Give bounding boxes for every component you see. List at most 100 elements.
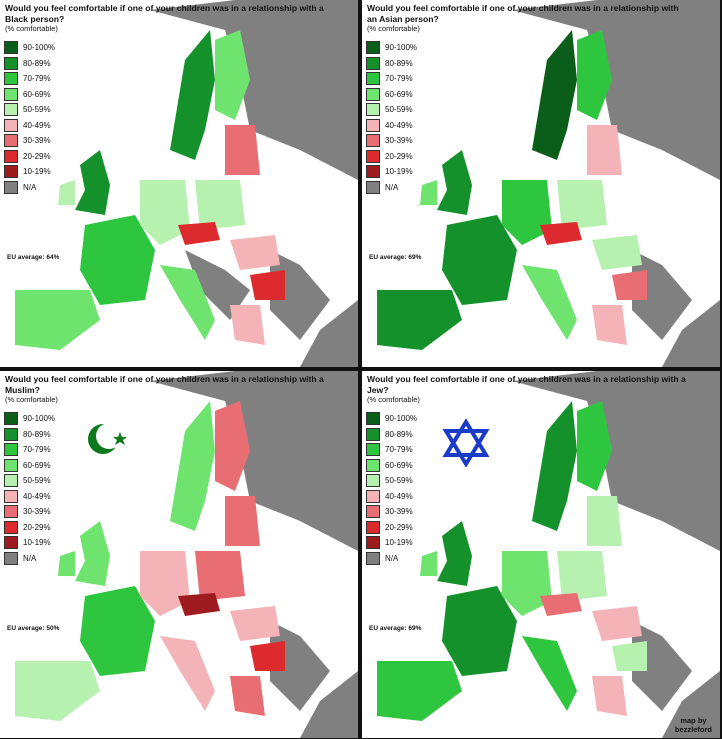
legend: 90-100% 80-89% 70-79% 60-69% 50-59% 40-49% 30-… bbox=[366, 411, 417, 566]
legend-item: 10-19% bbox=[4, 535, 55, 551]
legend-label: 40-49% bbox=[385, 120, 413, 130]
legend-swatch bbox=[4, 87, 18, 101]
legend-swatch bbox=[366, 165, 380, 179]
legend-label: 50-59% bbox=[385, 476, 413, 486]
legend-item: N/A bbox=[4, 551, 55, 567]
legend-item: 90-100% bbox=[366, 40, 417, 56]
legend-swatch bbox=[366, 103, 380, 117]
legend-swatch bbox=[366, 134, 380, 148]
eu-countries bbox=[15, 401, 285, 721]
legend-swatch bbox=[366, 489, 380, 503]
legend-label: 90-100% bbox=[23, 414, 56, 424]
country-sweden bbox=[170, 401, 215, 531]
legend-item: 10-19% bbox=[4, 164, 55, 180]
eu-average: EU average: 64% bbox=[7, 254, 60, 261]
country-bulgaria bbox=[612, 270, 647, 300]
legend-swatch bbox=[366, 520, 380, 534]
legend-swatch bbox=[366, 427, 380, 441]
country-sweden bbox=[532, 401, 577, 531]
legend-label: 70-79% bbox=[385, 74, 413, 84]
legend-item: 90-100% bbox=[366, 411, 417, 427]
legend: 90-100% 80-89% 70-79% 60-69% 50-59% 40-49% 30-… bbox=[4, 411, 55, 566]
legend-item: 20-29% bbox=[366, 149, 417, 165]
country-germany bbox=[502, 180, 552, 245]
country-spain bbox=[377, 661, 462, 721]
country-france bbox=[442, 215, 517, 305]
legend-swatch bbox=[4, 427, 18, 441]
legend-item: 30-39% bbox=[366, 504, 417, 520]
legend-item: 40-49% bbox=[366, 118, 417, 134]
legend-item: 60-69% bbox=[366, 458, 417, 474]
legend-swatch bbox=[4, 41, 18, 55]
country-italy bbox=[160, 265, 215, 340]
legend-item: N/A bbox=[4, 180, 55, 196]
country-baltics bbox=[225, 125, 260, 175]
country-germany bbox=[140, 180, 190, 245]
map-black bbox=[15, 0, 358, 367]
map-credit: map by bezzleford bbox=[675, 716, 712, 734]
country-poland bbox=[195, 551, 245, 601]
country-poland bbox=[195, 180, 245, 230]
legend-label: 20-29% bbox=[23, 522, 51, 532]
legend-swatch bbox=[4, 551, 18, 565]
legend-item: 20-29% bbox=[366, 520, 417, 536]
legend-label: 60-69% bbox=[23, 89, 51, 99]
legend-swatch bbox=[4, 180, 18, 194]
country-germany bbox=[502, 551, 552, 616]
panel-subtitle: (% comfortable) bbox=[367, 395, 420, 404]
legend-item: 30-39% bbox=[4, 133, 55, 149]
legend-item: N/A bbox=[366, 180, 417, 196]
legend-label: 30-39% bbox=[23, 136, 51, 146]
legend-item: 80-89% bbox=[366, 427, 417, 443]
country-greece bbox=[230, 676, 265, 716]
legend-label: 30-39% bbox=[385, 136, 413, 146]
country-uk bbox=[437, 150, 472, 215]
legend-label: 60-69% bbox=[23, 460, 51, 470]
credit-line2: bezzleford bbox=[674, 725, 712, 734]
legend-label: 50-59% bbox=[23, 105, 51, 115]
legend-swatch bbox=[4, 103, 18, 117]
legend-label: 60-69% bbox=[385, 460, 413, 470]
legend-item: 90-100% bbox=[4, 40, 55, 56]
country-finland bbox=[577, 30, 612, 120]
legend-swatch bbox=[366, 551, 380, 565]
country-czechia bbox=[540, 593, 582, 616]
country-ireland bbox=[420, 180, 437, 205]
legend-item: 10-19% bbox=[366, 164, 417, 180]
legend-swatch bbox=[4, 165, 18, 179]
legend-swatch bbox=[366, 72, 380, 86]
panel-subtitle: (% comfortable) bbox=[5, 395, 58, 404]
legend-label: 80-89% bbox=[23, 429, 51, 439]
map-panel-asian: Would you feel comfortable if one of you… bbox=[362, 0, 720, 367]
legend-label: 70-79% bbox=[385, 445, 413, 455]
country-romania bbox=[592, 235, 642, 270]
panel-title: Would you feel comfortable if one of you… bbox=[5, 3, 324, 33]
legend-label: 50-59% bbox=[385, 105, 413, 115]
legend-swatch bbox=[4, 458, 18, 472]
legend-item: 40-49% bbox=[4, 489, 55, 505]
country-greece bbox=[592, 305, 627, 345]
country-finland bbox=[215, 401, 250, 491]
legend-swatch bbox=[4, 118, 18, 132]
eu-countries bbox=[377, 401, 647, 721]
country-poland bbox=[557, 551, 607, 601]
country-baltics bbox=[587, 496, 622, 546]
country-romania bbox=[592, 606, 642, 641]
country-greece bbox=[592, 676, 627, 716]
legend-item: 80-89% bbox=[4, 427, 55, 443]
panel-title: Would you feel comfortable if one of you… bbox=[367, 3, 687, 35]
country-baltics bbox=[225, 496, 260, 546]
country-spain bbox=[15, 661, 100, 721]
legend-label: 10-19% bbox=[23, 167, 51, 177]
legend-item: 60-69% bbox=[4, 458, 55, 474]
legend-swatch bbox=[366, 149, 380, 163]
country-italy bbox=[160, 636, 215, 711]
star-of-david-icon bbox=[442, 419, 490, 467]
legend-label: 70-79% bbox=[23, 445, 51, 455]
legend-item: 70-79% bbox=[366, 71, 417, 87]
legend-label: N/A bbox=[385, 553, 399, 563]
eu-average: EU average: 69% bbox=[369, 625, 422, 632]
eu-average: EU average: 69% bbox=[369, 254, 422, 261]
legend-swatch bbox=[366, 458, 380, 472]
legend-swatch bbox=[4, 443, 18, 457]
